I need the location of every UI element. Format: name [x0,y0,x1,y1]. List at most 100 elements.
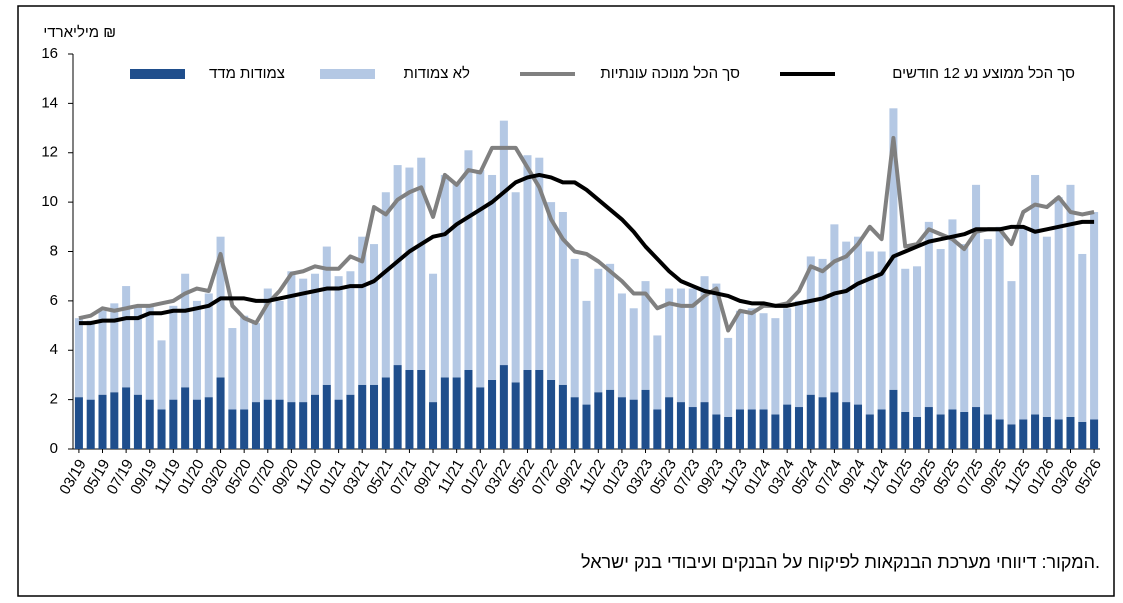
bar [617,293,626,398]
bar [358,384,367,449]
bar [948,409,957,449]
bar [251,402,260,449]
bar [759,409,768,449]
bar [393,365,402,449]
y-tick-label: 6 [50,292,58,309]
bar [547,379,556,449]
bar [665,288,674,398]
bar [346,271,355,395]
y-axis-label: מיליארדי ₪ [43,24,116,41]
bar [794,300,803,408]
bar [806,394,815,449]
bar [582,300,591,405]
legend-label: צמודות מדד [209,65,285,82]
bar [853,404,863,449]
bar [688,288,697,408]
line [78,172,1095,326]
bar [724,416,733,449]
bar [1054,197,1063,420]
bar [913,416,922,449]
frame [17,5,1115,597]
bar [429,402,438,449]
bar [771,318,780,415]
source: המקור: דיווחי מערכת הבנקאות לפיקוח על הב… [581,552,1100,572]
legend-swatch [130,69,185,79]
bar [322,246,331,385]
bar [794,407,803,449]
bar [169,399,178,449]
bar [299,402,308,449]
bar [558,384,567,449]
bar [983,414,992,449]
bar [263,288,272,400]
bar [653,409,662,449]
bar [1042,236,1051,417]
bar [192,399,201,449]
legend-label: לא צמודות [404,65,471,82]
bar [735,310,744,410]
bar [275,300,284,400]
bar [818,258,827,398]
bar [499,120,508,366]
bar [960,244,969,412]
y-tick-label: 16 [41,45,58,62]
bar [263,399,272,449]
bar [381,377,390,449]
bar [157,409,166,449]
bar [936,414,945,449]
bar [606,389,615,449]
bar [464,150,473,370]
bar [381,192,390,378]
bar [98,310,107,395]
bar [1090,212,1099,420]
bar [818,397,827,449]
bar [842,402,851,449]
bar [417,370,426,449]
bar [110,303,119,393]
bar [901,411,910,449]
bar [676,402,685,449]
bar [145,305,154,400]
bar [1019,226,1028,420]
bar [511,192,520,383]
bar [877,409,886,449]
bar [1066,416,1075,449]
bar [110,392,119,449]
y-tick-label: 4 [50,341,58,358]
bar [476,387,485,449]
bar [629,308,638,400]
bar [1078,421,1087,449]
bar [74,397,83,449]
bar [346,394,355,449]
bar [310,394,320,449]
bar [865,414,874,449]
bar [783,308,792,405]
bar [558,212,567,385]
bar [995,226,1004,420]
bar [983,239,992,415]
bar [240,409,249,449]
bar [133,305,142,395]
bar [86,320,95,400]
bar [216,377,225,449]
bar [499,365,508,449]
bar [310,273,320,395]
bar [370,384,379,449]
bar [1090,419,1099,449]
bar [948,219,957,410]
bar [216,236,225,378]
y-tick-label: 0 [50,440,58,457]
bar [299,278,308,403]
bar [86,399,95,449]
bar [582,404,591,449]
bar [688,407,697,449]
bar [1007,281,1016,425]
bar [429,273,438,403]
bar [995,419,1004,449]
bar [641,281,650,390]
bar [511,382,520,449]
bar [122,387,131,449]
bar [960,411,969,449]
bar [322,384,331,449]
bar [334,399,343,449]
